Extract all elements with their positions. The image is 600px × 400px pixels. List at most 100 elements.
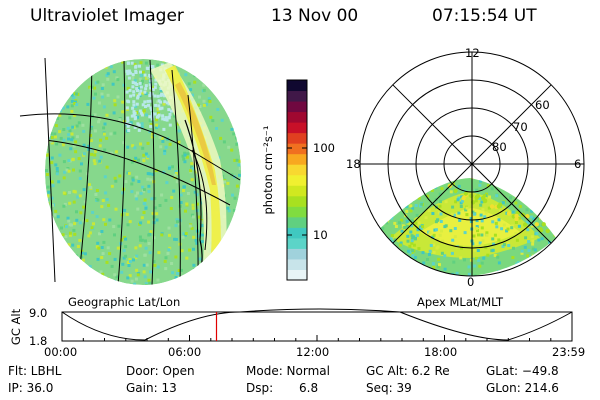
- texture-dot: [469, 258, 473, 262]
- texture-dot: [502, 223, 506, 227]
- texture-dot: [194, 64, 198, 68]
- texture-dot: [191, 215, 195, 219]
- texture-dot: [222, 103, 226, 107]
- texture-dot: [417, 263, 421, 267]
- texture-dot: [480, 226, 484, 230]
- texture-dot: [70, 109, 74, 113]
- texture-dot: [197, 215, 201, 219]
- texture-dot: [516, 261, 520, 265]
- texture-dot: [130, 160, 134, 164]
- texture-dot: [195, 193, 199, 197]
- texture-dot: [414, 204, 418, 207]
- texture-dot: [130, 182, 134, 186]
- texture-dot: [374, 244, 378, 248]
- texture-dot: [54, 163, 58, 167]
- texture-dot: [103, 122, 107, 126]
- texture-dot: [202, 83, 206, 87]
- texture-dot: [235, 211, 239, 215]
- texture-dot: [114, 150, 118, 154]
- texture-dot: [154, 82, 158, 86]
- texture-dot: [408, 179, 412, 183]
- texture-dot: [179, 201, 183, 204]
- texture-dot: [94, 92, 97, 96]
- texture-dot: [507, 271, 511, 275]
- texture-dot: [144, 246, 148, 250]
- texture-dot: [171, 165, 174, 169]
- texture-dot: [127, 129, 131, 132]
- texture-dot: [500, 227, 504, 231]
- texture-dot: [221, 92, 225, 96]
- texture-dot: [155, 212, 159, 216]
- texture-dot: [395, 266, 399, 270]
- texture-dot: [432, 243, 436, 247]
- texture-dot: [493, 253, 497, 257]
- texture-dot: [428, 253, 431, 256]
- texture-dot: [382, 256, 386, 260]
- texture-dot: [101, 199, 105, 202]
- texture-dot: [132, 103, 136, 107]
- texture-dot: [75, 124, 79, 128]
- texture-dot: [530, 235, 534, 239]
- texture-dot: [76, 195, 80, 199]
- texture-dot: [165, 101, 169, 105]
- texture-dot: [416, 228, 420, 232]
- texture-dot: [102, 126, 106, 130]
- texture-dot: [58, 113, 62, 117]
- texture-dot: [534, 209, 538, 213]
- texture-dot: [454, 200, 458, 204]
- texture-dot: [92, 70, 96, 74]
- texture-dot: [101, 95, 105, 99]
- texture-dot: [228, 251, 232, 255]
- texture-dot: [411, 206, 415, 210]
- texture-dot: [556, 228, 559, 231]
- texture-dot: [511, 224, 515, 228]
- texture-dot: [225, 275, 229, 279]
- texture-dot: [375, 198, 379, 202]
- texture-dot: [134, 116, 138, 120]
- texture-dot: [164, 198, 168, 202]
- texture-dot: [143, 198, 147, 202]
- longitude-line: [77, 59, 93, 285]
- texture-dot: [238, 159, 241, 163]
- texture-dot: [134, 156, 138, 160]
- texture-dot: [431, 262, 435, 266]
- texture-dot: [547, 275, 551, 276]
- texture-dot: [138, 77, 142, 81]
- texture-dot: [432, 266, 436, 269]
- texture-dot: [542, 198, 546, 201]
- texture-dot: [479, 213, 483, 217]
- texture-dot: [47, 190, 51, 194]
- texture-dot: [63, 170, 67, 174]
- texture-dot: [422, 261, 426, 265]
- texture-dot: [140, 122, 144, 126]
- texture-dot: [192, 247, 195, 251]
- texture-dot: [235, 142, 239, 146]
- texture-dot: [170, 109, 173, 113]
- texture-dot: [80, 77, 84, 81]
- texture-dot: [88, 231, 92, 235]
- texture-dot: [461, 195, 466, 201]
- texture-dot: [431, 235, 435, 239]
- texture-dot: [100, 256, 104, 259]
- texture-dot: [411, 198, 415, 202]
- texture-dot: [139, 111, 143, 115]
- texture-dot: [383, 181, 387, 185]
- texture-dot: [237, 118, 241, 122]
- texture-dot: [113, 103, 117, 107]
- texture-dot: [100, 92, 104, 96]
- texture-dot: [403, 270, 407, 274]
- texture-dot: [436, 237, 440, 241]
- texture-dot: [141, 103, 145, 107]
- texture-dot: [105, 113, 109, 117]
- texture-dot: [202, 88, 206, 92]
- texture-dot: [474, 195, 479, 200]
- texture-dot: [404, 190, 408, 193]
- texture-dot: [54, 135, 57, 139]
- texture-dot: [58, 153, 62, 157]
- texture-dot: [413, 237, 417, 241]
- texture-dot: [82, 152, 86, 156]
- texture-dot: [215, 256, 219, 260]
- texture-dot: [232, 262, 236, 266]
- texture-dot: [464, 208, 468, 212]
- texture-dot: [111, 82, 115, 86]
